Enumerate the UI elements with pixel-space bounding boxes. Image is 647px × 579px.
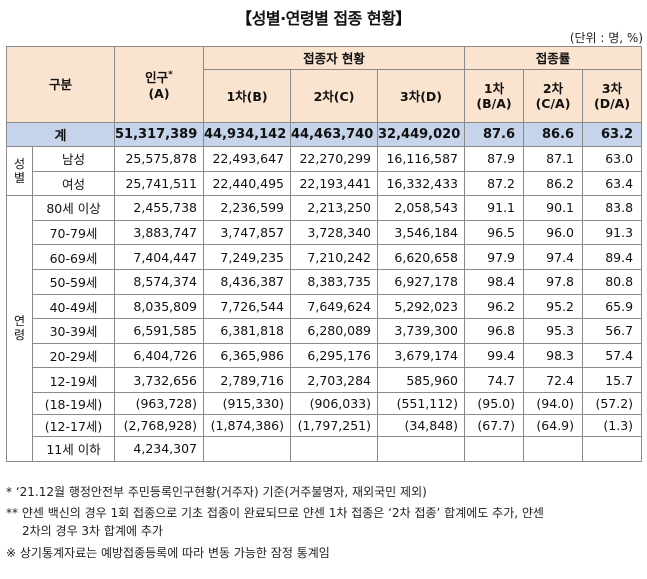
table-row-total: 계 51,317,389 44,934,142 44,463,740 32,44… — [5, 122, 643, 147]
footnote-1: * ‘21.12월 행정안전부 주민등록인구현황(거주자) 기준(거주불명자, … — [6, 485, 427, 499]
header-rate3: 3차 (D/A) — [582, 69, 643, 123]
header-dose2: 2차(C) — [290, 69, 379, 123]
table-row: 50-59세 8,574,374 8,436,387 8,383,735 6,9… — [7, 268, 643, 295]
header-population: 인구* (A) — [114, 46, 205, 123]
table-row-sub: (12-17세) (2,768,928) (1,874,386) (1,797,… — [7, 413, 643, 437]
header-rate-group: 접종률 — [464, 46, 643, 70]
header-rate1: 1차 (B/A) — [464, 69, 525, 123]
unit-note: (단위 : 명, %) — [569, 31, 643, 45]
footnote-2: ** 얀센 백신의 경우 1회 접종으로 기초 접종이 완료되므로 얀센 1차 … — [6, 506, 544, 520]
table-row-sub: (18-19세) (963,728) (915,330) (906,033) (… — [7, 391, 643, 415]
vaccination-table: 구분 인구* (A) 접종자 현황 접종률 1차(B) 2차(C) 3차(D) … — [5, 46, 643, 462]
header-vaccinated-group: 접종자 현황 — [203, 46, 466, 70]
header-dose3: 3차(D) — [377, 69, 466, 123]
table-row: 70-79세 3,883,747 3,747,857 3,728,340 3,5… — [7, 219, 643, 246]
table-row: 11세 이하 4,234,307 — [7, 435, 643, 462]
header-dose1: 1차(B) — [203, 69, 292, 123]
page-title: 【성별·연령별 접종 현황】 — [236, 9, 411, 28]
table-row: 30-39세 6,591,585 6,381,818 6,280,089 3,7… — [7, 318, 643, 344]
table-row: 12-19세 3,732,656 2,789,716 2,703,284 585… — [7, 367, 643, 393]
table-row: 60-69세 7,404,447 7,249,235 7,210,242 6,6… — [7, 244, 643, 270]
table-row: 40-49세 8,035,809 7,726,544 7,649,624 5,2… — [7, 293, 643, 320]
header-category: 구분 — [5, 46, 116, 123]
header-rate2: 2차 (C/A) — [523, 69, 584, 123]
footnote-2-cont: 2차의 경우 3차 합계에 추가 — [22, 524, 163, 538]
table-row: 여성 25,741,511 22,440,495 22,193,441 16,3… — [7, 170, 643, 197]
table-row: 20-29세 6,404,726 6,365,986 6,295,176 3,6… — [7, 342, 643, 369]
footnote-3: ※ 상기통계자료는 예방접종등록에 따라 변동 가능한 잠정 통계임 — [6, 546, 330, 560]
